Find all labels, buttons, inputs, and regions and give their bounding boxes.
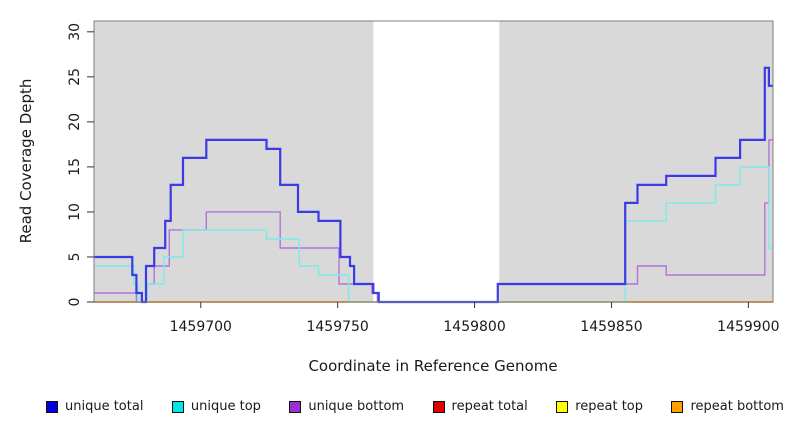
- legend-item-unique-bottom: unique bottom: [289, 399, 404, 414]
- legend-swatch-repeat-total: [432, 400, 445, 413]
- legend-item-repeat-bottom: repeat bottom: [671, 399, 784, 414]
- y-tick-label: 5: [67, 253, 83, 262]
- plot-frame-border: [93, 20, 774, 303]
- axes: 1459700 1459750 1459800 1459850 1459900 0 5 10 1…: [67, 23, 780, 335]
- x-tick-label: 1459750: [306, 319, 368, 335]
- legend-swatch-unique-total: [46, 400, 58, 413]
- legend: unique total unique top unique bottom repea…: [46, 399, 784, 414]
- plot-frame: [93, 20, 774, 303]
- x-tick-label: 1459700: [170, 319, 232, 335]
- legend-swatch-unique-bottom: [289, 400, 302, 413]
- x-tick-label: 1459850: [580, 319, 642, 335]
- legend-item-label: repeat total: [451, 399, 528, 414]
- y-tick-label: 20: [67, 113, 83, 131]
- y-tick-label: 15: [67, 158, 83, 176]
- plot-canvas: 1459700 1459750 1459800 1459850 1459900 0 5 10 1…: [17, 20, 780, 375]
- legend-item-unique-top: unique top: [171, 399, 261, 414]
- legend-item-repeat-total: repeat total: [432, 399, 528, 414]
- legend-swatch-repeat-bottom: [671, 400, 684, 413]
- y-tick-label: 25: [67, 68, 83, 86]
- legend-swatch-unique-top: [171, 400, 184, 413]
- legend-item-label: unique total: [65, 399, 144, 414]
- series-line-unique-total: [94, 66, 773, 304]
- plot-background-group: [94, 21, 773, 302]
- y-axis-title: Read Coverage Depth: [17, 79, 35, 244]
- y-tick-label: 0: [67, 298, 83, 307]
- legend-item-label: repeat bottom: [690, 399, 784, 414]
- masked-region: [373, 21, 500, 302]
- legend-item-label: repeat top: [575, 399, 643, 414]
- x-tick-label: 1459900: [717, 319, 779, 335]
- y-tick-label: 30: [67, 23, 83, 41]
- legend-item-label: unique bottom: [308, 399, 405, 414]
- legend-item-label: unique top: [190, 399, 261, 414]
- x-axis-title: Coordinate in Reference Genome: [308, 357, 557, 375]
- legend-item-repeat-top: repeat top: [556, 399, 643, 414]
- legend-swatch-repeat-top: [556, 400, 569, 413]
- x-tick-label: 1459800: [443, 319, 505, 335]
- y-tick-label: 10: [67, 203, 83, 221]
- legend-item-unique-total: unique total: [46, 399, 143, 414]
